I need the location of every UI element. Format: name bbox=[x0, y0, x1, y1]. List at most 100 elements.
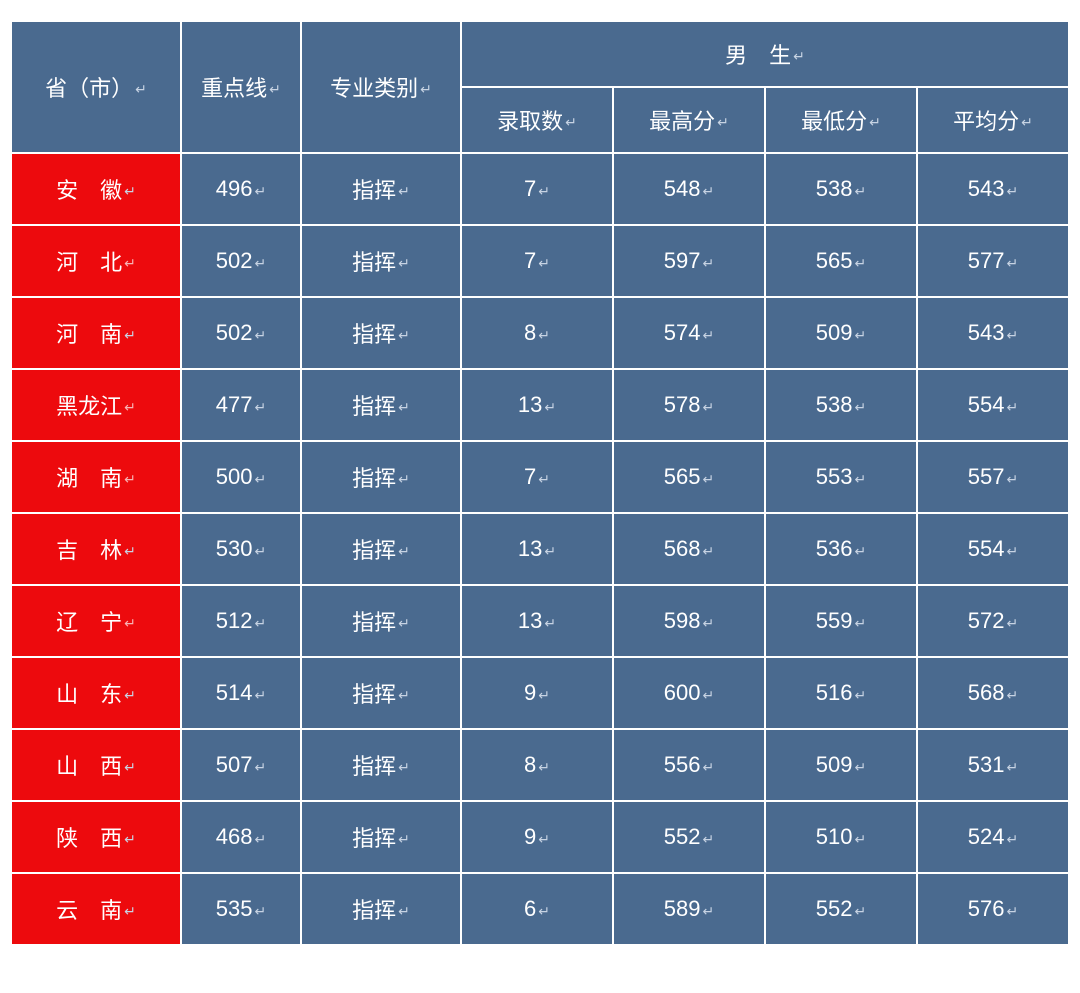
admitted-cell-value: 9 bbox=[524, 680, 536, 706]
return-mark-icon: ↵ bbox=[538, 183, 550, 200]
province-cell: 吉 林↵ bbox=[11, 513, 181, 585]
table-header: 省（市） ↵ 重点线 ↵ 专业类别 ↵ 男 生 ↵ bbox=[11, 21, 1069, 153]
province-cell-value: 河 南 bbox=[56, 317, 122, 349]
return-mark-icon: ↵ bbox=[398, 543, 410, 560]
return-mark-icon: ↵ bbox=[254, 327, 266, 344]
admitted-cell: 7↵ bbox=[461, 441, 613, 513]
min-cell-value: 538 bbox=[816, 392, 853, 418]
category-cell-value: 指挥 bbox=[352, 677, 396, 709]
return-mark-icon: ↵ bbox=[124, 183, 136, 200]
col-cutoff-header: 重点线 ↵ bbox=[181, 21, 301, 153]
col-category-header: 专业类别 ↵ bbox=[301, 21, 461, 153]
admitted-cell: 13↵ bbox=[461, 369, 613, 441]
cutoff-cell: 500↵ bbox=[181, 441, 301, 513]
category-cell: 指挥↵ bbox=[301, 873, 461, 945]
avg-cell-value: 543 bbox=[968, 320, 1005, 346]
max-cell: 598↵ bbox=[613, 585, 765, 657]
category-cell: 指挥↵ bbox=[301, 369, 461, 441]
return-mark-icon: ↵ bbox=[854, 255, 866, 272]
return-mark-icon: ↵ bbox=[135, 81, 147, 98]
avg-cell-value: 554 bbox=[968, 536, 1005, 562]
admitted-cell: 6↵ bbox=[461, 873, 613, 945]
max-cell-value: 548 bbox=[664, 176, 701, 202]
cutoff-cell: 502↵ bbox=[181, 297, 301, 369]
province-cell: 山 东↵ bbox=[11, 657, 181, 729]
max-cell: 548↵ bbox=[613, 153, 765, 225]
table-body: 安 徽↵496↵指挥↵7↵548↵538↵543↵河 北↵502↵指挥↵7↵59… bbox=[11, 153, 1069, 945]
min-cell-value: 538 bbox=[816, 176, 853, 202]
col-category-label: 专业类别 bbox=[330, 71, 418, 103]
admitted-cell-value: 13 bbox=[518, 608, 542, 634]
category-cell: 指挥↵ bbox=[301, 225, 461, 297]
min-cell-value: 552 bbox=[816, 896, 853, 922]
return-mark-icon: ↵ bbox=[702, 759, 714, 776]
min-cell: 538↵ bbox=[765, 153, 917, 225]
return-mark-icon: ↵ bbox=[702, 615, 714, 632]
return-mark-icon: ↵ bbox=[1006, 903, 1018, 920]
province-cell-value: 黑龙江 bbox=[56, 389, 122, 421]
return-mark-icon: ↵ bbox=[124, 543, 136, 560]
return-mark-icon: ↵ bbox=[254, 471, 266, 488]
return-mark-icon: ↵ bbox=[854, 759, 866, 776]
category-cell: 指挥↵ bbox=[301, 441, 461, 513]
province-cell-value: 山 东 bbox=[56, 677, 122, 709]
return-mark-icon: ↵ bbox=[702, 327, 714, 344]
return-mark-icon: ↵ bbox=[124, 687, 136, 704]
return-mark-icon: ↵ bbox=[702, 543, 714, 560]
cutoff-cell-value: 500 bbox=[216, 464, 253, 490]
table-row: 辽 宁↵512↵指挥↵13↵598↵559↵572↵ bbox=[11, 585, 1069, 657]
return-mark-icon: ↵ bbox=[124, 471, 136, 488]
return-mark-icon: ↵ bbox=[1006, 687, 1018, 704]
cutoff-cell-value: 535 bbox=[216, 896, 253, 922]
max-cell: 600↵ bbox=[613, 657, 765, 729]
avg-cell: 554↵ bbox=[917, 369, 1069, 441]
cutoff-cell-value: 502 bbox=[216, 320, 253, 346]
cutoff-cell: 507↵ bbox=[181, 729, 301, 801]
col-min-header: 最低分 ↵ bbox=[765, 87, 917, 153]
min-cell-value: 516 bbox=[816, 680, 853, 706]
return-mark-icon: ↵ bbox=[544, 615, 556, 632]
return-mark-icon: ↵ bbox=[1021, 114, 1033, 131]
return-mark-icon: ↵ bbox=[538, 255, 550, 272]
avg-cell-value: 554 bbox=[968, 392, 1005, 418]
min-cell: 536↵ bbox=[765, 513, 917, 585]
admitted-cell: 8↵ bbox=[461, 297, 613, 369]
cutoff-cell-value: 512 bbox=[216, 608, 253, 634]
min-cell-value: 553 bbox=[816, 464, 853, 490]
admitted-cell: 7↵ bbox=[461, 225, 613, 297]
cutoff-cell: 477↵ bbox=[181, 369, 301, 441]
province-cell-value: 陕 西 bbox=[56, 821, 122, 853]
table-row: 陕 西↵468↵指挥↵9↵552↵510↵524↵ bbox=[11, 801, 1069, 873]
avg-cell: 524↵ bbox=[917, 801, 1069, 873]
return-mark-icon: ↵ bbox=[398, 687, 410, 704]
admitted-cell: 13↵ bbox=[461, 513, 613, 585]
return-mark-icon: ↵ bbox=[702, 183, 714, 200]
return-mark-icon: ↵ bbox=[254, 903, 266, 920]
max-cell: 578↵ bbox=[613, 369, 765, 441]
avg-cell-value: 543 bbox=[968, 176, 1005, 202]
province-cell-value: 河 北 bbox=[56, 245, 122, 277]
cutoff-cell-value: 477 bbox=[216, 392, 253, 418]
col-cutoff-label: 重点线 bbox=[201, 71, 267, 103]
col-group-label: 男 生 bbox=[725, 38, 791, 70]
table-row: 河 北↵502↵指挥↵7↵597↵565↵577↵ bbox=[11, 225, 1069, 297]
cutoff-cell: 468↵ bbox=[181, 801, 301, 873]
return-mark-icon: ↵ bbox=[124, 615, 136, 632]
category-cell-value: 指挥 bbox=[352, 389, 396, 421]
return-mark-icon: ↵ bbox=[254, 255, 266, 272]
min-cell-value: 509 bbox=[816, 752, 853, 778]
cutoff-cell-value: 507 bbox=[216, 752, 253, 778]
cutoff-cell-value: 530 bbox=[216, 536, 253, 562]
min-cell: 510↵ bbox=[765, 801, 917, 873]
province-cell-value: 辽 宁 bbox=[56, 605, 122, 637]
return-mark-icon: ↵ bbox=[1006, 471, 1018, 488]
province-cell: 黑龙江↵ bbox=[11, 369, 181, 441]
return-mark-icon: ↵ bbox=[854, 399, 866, 416]
table-row: 吉 林↵530↵指挥↵13↵568↵536↵554↵ bbox=[11, 513, 1069, 585]
return-mark-icon: ↵ bbox=[538, 903, 550, 920]
max-cell-value: 598 bbox=[664, 608, 701, 634]
admitted-cell: 7↵ bbox=[461, 153, 613, 225]
min-cell: 559↵ bbox=[765, 585, 917, 657]
col-admitted-label: 录取数 bbox=[497, 104, 563, 136]
category-cell: 指挥↵ bbox=[301, 729, 461, 801]
